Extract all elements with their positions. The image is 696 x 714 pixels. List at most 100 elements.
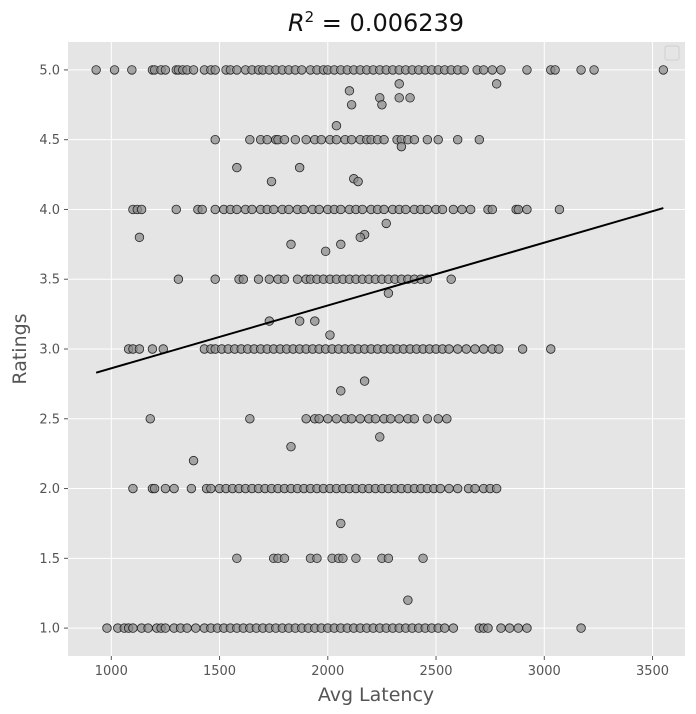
data-point [589,65,599,75]
data-point [238,274,249,284]
data-point [245,134,255,145]
data-point [338,553,348,564]
data-point [323,414,333,424]
data-point [253,274,264,284]
regression-line [95,207,664,374]
data-point [160,483,171,494]
data-point [550,65,560,75]
data-point [169,483,179,494]
data-point [279,274,290,284]
data-point [377,100,387,110]
data-point [346,100,357,110]
y-tick-label: 5.0 [39,63,60,78]
data-point [396,141,407,152]
data-point [504,623,515,633]
data-point [336,239,346,250]
data-point [232,553,242,564]
data-point [344,86,355,96]
x-tick-label: 3500 [636,664,669,679]
data-point [127,65,137,75]
data-point [478,65,489,75]
y-tick-label: 2.5 [39,412,60,427]
data-point [210,65,220,75]
data-point [232,162,242,173]
data-point [171,204,181,215]
data-point [457,204,467,215]
data-point [370,414,381,424]
data-point [325,330,335,340]
data-point [210,134,220,145]
data-point [576,623,586,633]
data-point [188,455,199,466]
data-point [284,204,294,215]
data-point [496,65,506,75]
legend-box [664,45,680,61]
data-point [383,288,394,298]
data-point [314,204,324,215]
data-point [149,483,160,494]
data-point [422,414,433,424]
data-point [346,414,357,424]
data-point [336,204,346,215]
y-tick-label: 1.0 [39,622,60,637]
data-point [491,79,502,89]
data-point [359,376,370,386]
data-point [422,134,433,145]
data-point [658,65,669,75]
data-point [394,414,404,424]
data-point [496,623,506,633]
data-point [182,623,192,633]
data-point [522,204,532,215]
data-point [461,344,472,354]
data-point [320,246,331,257]
data-point [286,441,296,452]
data-point [191,623,201,633]
data-point [301,134,311,145]
data-point [210,204,220,215]
data-point [381,218,391,229]
data-point [262,134,272,145]
data-point [433,414,443,424]
data-point [422,204,433,215]
data-point [136,204,147,215]
data-point [465,204,476,215]
y-tick-label: 2.0 [39,482,60,497]
data-point [331,414,342,424]
data-point [494,344,504,354]
data-point [268,204,279,215]
x-tick-labels: 1000 1500 2000 2500 3000 3500 [95,656,669,679]
x-axis-label: Avg Latency [318,684,434,706]
data-point [290,134,301,145]
data-point [474,134,485,145]
x-tick-label: 1000 [95,664,128,679]
y-tick-label: 3.0 [39,343,60,358]
x-tick-label: 3000 [528,664,561,679]
data-point [405,93,415,103]
data-point [206,483,216,494]
data-point [247,204,257,215]
data-point [294,162,305,173]
data-point [134,344,145,354]
data-point [197,204,207,215]
data-point [353,176,363,187]
data-point [232,204,242,215]
data-point [379,134,389,145]
data-point [444,344,454,354]
data-point [299,204,309,215]
data-point [522,623,532,633]
data-point [452,483,463,494]
data-point [331,121,342,131]
data-point [357,204,368,215]
y-tick-label: 4.5 [39,133,60,148]
data-points [91,65,669,633]
data-point [435,483,446,494]
data-point [442,414,452,424]
chart-title: R2 = 0.006239 [288,8,464,37]
data-point [522,65,532,75]
data-point [355,232,365,243]
data-point [394,93,404,103]
data-point [279,134,290,145]
data-point [452,344,463,354]
data-point [394,79,404,89]
data-point [134,232,145,243]
